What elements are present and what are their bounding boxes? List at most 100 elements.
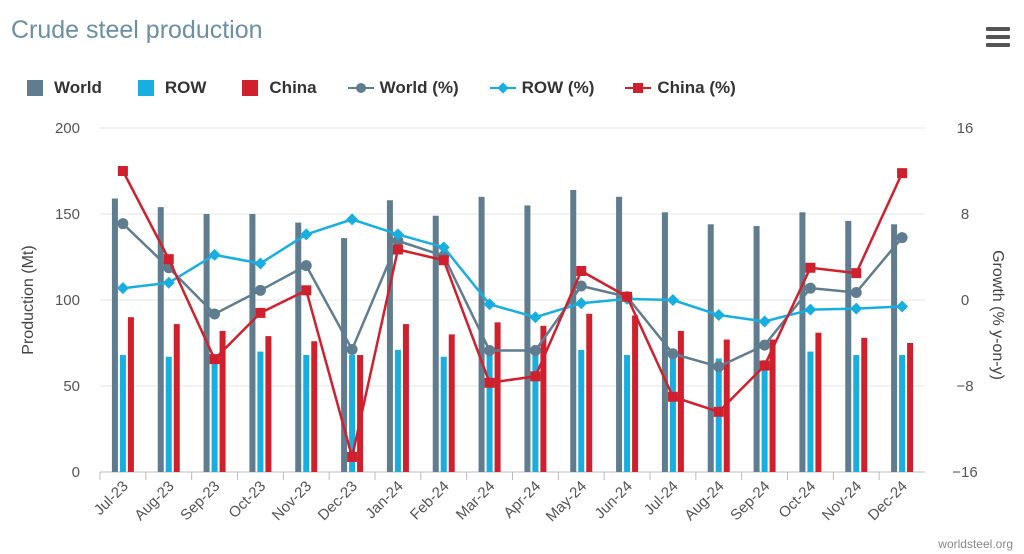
point-china-pct [255, 307, 266, 318]
point-row-pct [712, 309, 725, 322]
point-china-pct [438, 255, 449, 266]
point-row-pct [896, 300, 909, 313]
point-row-pct [529, 311, 542, 324]
legend-world-bar-icon [22, 79, 48, 97]
point-world-pct [346, 343, 358, 355]
legend-item-china[interactable]: China [237, 78, 317, 98]
legend-label-world: World [54, 78, 102, 97]
point-row-pct [391, 228, 404, 241]
x-tick-label: Aug-23 [131, 478, 177, 524]
y-tick-label: 150 [55, 206, 80, 223]
point-row-pct [758, 315, 771, 328]
point-world-pct [896, 232, 908, 244]
bar-china [265, 336, 272, 472]
menu-line [986, 43, 1010, 47]
x-tick-label: Apr-24 [500, 478, 544, 522]
credit-link[interactable]: worldsteel.org [938, 537, 1013, 551]
point-row-pct [575, 297, 588, 310]
legend-row-bar-icon [133, 79, 159, 97]
x-tick-label: Dec-24 [865, 478, 911, 524]
legend-item-china-pct[interactable]: China (%) [625, 78, 736, 98]
bar-china [632, 315, 639, 472]
point-china-pct [713, 406, 724, 417]
bar-world [616, 196, 623, 473]
point-world-pct [575, 280, 587, 292]
line-row-pct [122, 218, 903, 323]
legend-item-row[interactable]: ROW [133, 78, 206, 98]
bar-row [394, 349, 401, 472]
bar-world [295, 222, 302, 472]
line-china-pct [121, 170, 904, 459]
point-china-pct [347, 451, 358, 462]
point-world-pct [713, 361, 725, 373]
point-row-pct [666, 294, 679, 306]
bar-china [357, 355, 364, 472]
legend-label-world-pct: World (%) [379, 78, 459, 97]
bar-world [891, 224, 898, 472]
point-world-pct [850, 286, 862, 298]
y2-tick-label: 8 [961, 206, 969, 223]
legend-diamond-line-icon [489, 79, 516, 97]
point-row-pct [483, 298, 496, 311]
point-world-pct [667, 348, 679, 360]
bar-world [157, 207, 164, 472]
legend-item-world[interactable]: World [22, 78, 102, 98]
bar-row [349, 355, 356, 472]
point-china-pct [301, 285, 312, 296]
x-tick-label: May-24 [543, 478, 590, 525]
hamburger-menu-icon[interactable] [986, 27, 1010, 47]
bar-row [165, 356, 172, 472]
bar-china [540, 325, 547, 472]
x-tick-label: Dec-23 [315, 478, 361, 524]
x-tick-label: Sep-23 [177, 478, 223, 524]
point-china-pct [484, 377, 495, 388]
point-world-pct [300, 260, 312, 272]
point-china-pct [163, 254, 174, 265]
y2-tick-label: 0 [961, 292, 969, 309]
bar-row [257, 351, 264, 472]
y-tick-label: 50 [63, 378, 80, 395]
bar-row [578, 349, 585, 472]
point-row-pct [208, 248, 221, 261]
point-world-pct [484, 345, 496, 357]
point-row-pct [162, 276, 175, 289]
bar-china [586, 313, 593, 472]
point-world-pct [209, 308, 221, 320]
x-tick-label: Jun-24 [591, 478, 635, 522]
bar-china [907, 343, 914, 472]
y2-tick-label: −8 [956, 378, 973, 395]
legend-label-china-pct: China (%) [657, 78, 736, 97]
point-row-pct [437, 241, 450, 254]
bar-world [432, 215, 439, 472]
x-tick-label: Nov-23 [269, 478, 315, 524]
point-china-pct [897, 168, 908, 179]
legend-item-row-pct[interactable]: ROW (%) [489, 78, 594, 98]
bar-china [219, 330, 226, 472]
point-china-pct [209, 354, 220, 365]
point-china-pct [117, 166, 128, 176]
legend-square-line-icon [625, 79, 652, 97]
bar-row [761, 360, 768, 472]
bar-row [486, 346, 493, 472]
point-row-pct [850, 302, 863, 315]
bar-row [853, 355, 860, 472]
point-china-pct [576, 265, 587, 276]
bar-world [386, 200, 393, 473]
bar-world [570, 189, 577, 473]
bar-china [311, 341, 318, 472]
point-china-pct [805, 262, 816, 273]
legend-item-world-pct[interactable]: World (%) [347, 78, 459, 98]
bar-china [173, 324, 180, 472]
x-tick-label: Aug-24 [681, 478, 727, 524]
legend-label-china: China [269, 78, 317, 97]
y-tick-label: 200 [55, 120, 80, 137]
bar-world [111, 198, 118, 472]
point-china-pct [392, 244, 403, 255]
y2-tick-label: −16 [952, 464, 977, 481]
y-tick-label: 0 [72, 464, 80, 481]
point-row-pct [346, 213, 359, 226]
y-axis-title: Production (Mt) [20, 245, 37, 354]
chart-legend: World ROW China World (%) ROW (%) China … [22, 76, 767, 100]
bar-world [341, 238, 348, 472]
bar-world [799, 212, 806, 472]
